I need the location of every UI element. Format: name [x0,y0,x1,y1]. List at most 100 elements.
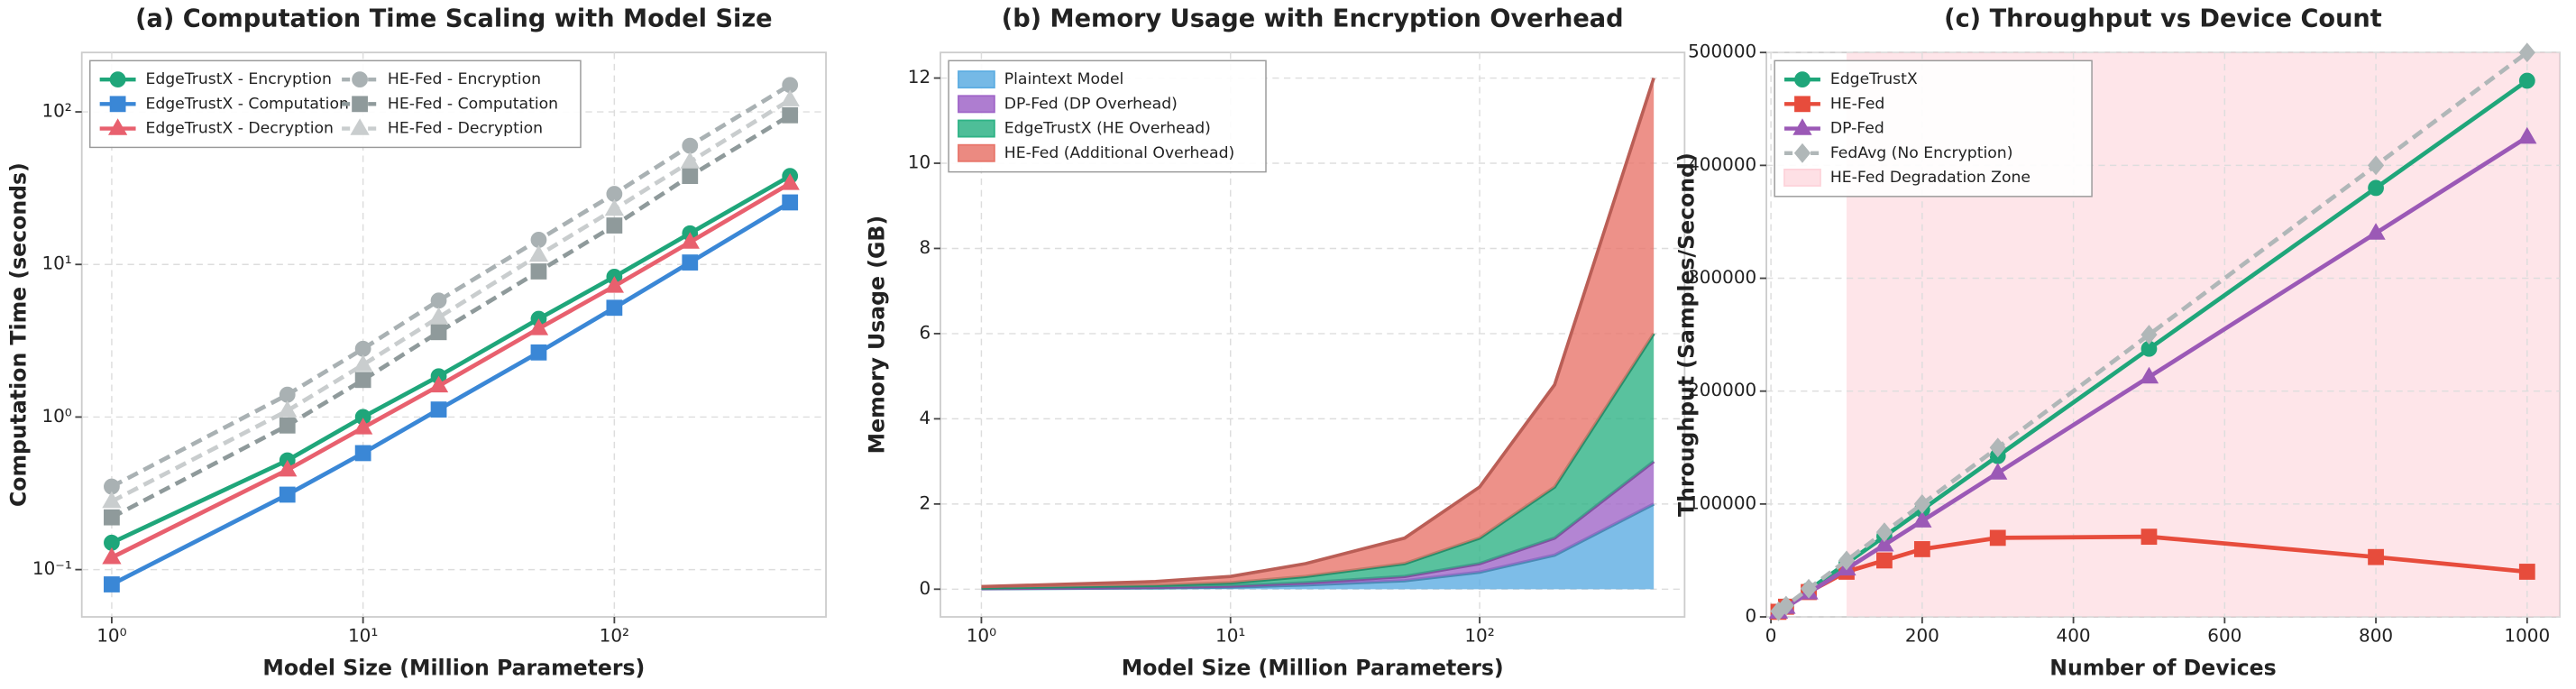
legend-box [1774,60,2093,198]
panel: 10⁰ 10¹ 10² 10⁻¹ 10⁰ 10¹ 10² (a) Computation Ti… [5,5,827,681]
legend-swatch [958,70,995,89]
legend-label: HE-Fed Degradation Zone [1830,169,2031,187]
y-tick-label: 10⁻¹ [32,557,72,579]
legend-marker [1793,142,1811,163]
x-axis-label: Model Size (Million Parameters) [262,656,645,681]
marker [680,152,700,169]
y-tick-label: 8 [919,236,930,258]
y-tick-label: 0 [1746,605,1757,627]
marker [430,292,447,309]
x-axis-label: Number of Devices [2049,656,2276,681]
line [1777,51,2529,613]
legend-marker [1794,71,1811,88]
legend-swatch [958,95,995,114]
marker [1989,529,2006,547]
y-tick-label: 400000 [1688,153,1756,175]
line [1777,135,2529,614]
x-tick-label: 10² [600,624,629,646]
y-axis-label: Computation Time (seconds) [5,162,31,507]
legend-marker [352,71,368,88]
legend-marker [1794,96,1811,113]
marker [428,307,449,325]
legend-marker [109,71,126,88]
x-tick-label: 10⁰ [967,624,996,646]
marker [530,232,547,248]
marker [1777,595,1794,616]
marker [2517,126,2537,144]
marker [530,263,547,280]
legend-swatch [1783,168,1821,187]
marker [682,137,699,154]
marker [682,254,699,271]
marker [278,400,298,418]
x-tick-label: 0 [1765,624,1777,646]
legend-marker [352,96,368,113]
marker [354,445,371,462]
marker [104,509,120,526]
marker [1989,437,2006,458]
marker [428,375,449,393]
marker [2367,155,2385,176]
y-tick-label: 4 [919,407,930,428]
chart-title: (c) Throughput vs Device Count [1944,5,2382,32]
x-tick-label: 10¹ [348,624,378,646]
marker [2368,548,2384,565]
marker [354,372,371,389]
legend-label: EdgeTrustX [1830,70,1918,88]
area [981,503,1655,590]
panel: 10⁰ 10¹ 10² 0 2 4 6 8 10 12 (b) Memory Usage with … [865,5,1686,681]
legend-label: HE-Fed - Decryption [388,120,543,138]
marker [102,547,122,565]
y-tick-label: 2 [919,491,930,513]
y-axis-label: Memory Usage (GB) [865,216,890,454]
marker [2141,325,2158,345]
marker [2139,366,2159,384]
legend-box [948,60,1267,173]
legend-label: HE-Fed [1830,95,1885,113]
marker [1876,552,1893,569]
marker [430,324,447,341]
marker [1913,541,1930,557]
marker [104,576,120,593]
marker [279,386,296,403]
marker [604,198,625,216]
marker [279,486,296,503]
x-tick-label: 10¹ [1215,624,1245,646]
chart-title: (a) Computation Time Scaling with Model … [135,5,773,32]
y-tick-label: 500000 [1688,41,1756,62]
marker [430,401,447,418]
marker [782,194,799,211]
marker [782,106,799,124]
x-tick-label: 10⁰ [96,624,126,646]
legend-label: EdgeTrustX - Computation [145,95,348,113]
marker [604,276,625,293]
marker [780,173,800,190]
y-tick-label: 6 [919,321,930,343]
chart-title: (b) Memory Usage with Encryption Overhea… [1002,5,1624,32]
legend-box [89,60,582,149]
legend-label: EdgeTrustX (HE Overhead) [1004,120,1211,138]
line [110,181,792,560]
x-tick-label: 200 [1905,624,1939,646]
legend-label: EdgeTrustX - Decryption [145,120,334,138]
legend-label: Plaintext Model [1004,70,1124,88]
legend-label: DP-Fed [1830,120,1884,138]
y-tick-label: 10⁰ [41,405,71,427]
legend-label: FedAvg (No Encryption) [1830,144,2013,162]
marker [278,459,298,477]
marker [680,232,700,249]
legend-marker [1792,118,1812,135]
legend-label: EdgeTrustX - Encryption [145,70,331,88]
marker [102,491,122,509]
line [110,83,792,489]
y-tick-label: 10² [41,100,71,122]
x-axis-label: Model Size (Million Parameters) [1122,656,1504,681]
marker [279,417,296,434]
marker [2518,564,2535,580]
legend-marker [107,118,128,135]
marker [1913,493,1930,514]
y-tick-label: 200000 [1688,379,1756,400]
marker [1800,578,1818,599]
marker [2141,528,2158,546]
marker [606,299,623,317]
